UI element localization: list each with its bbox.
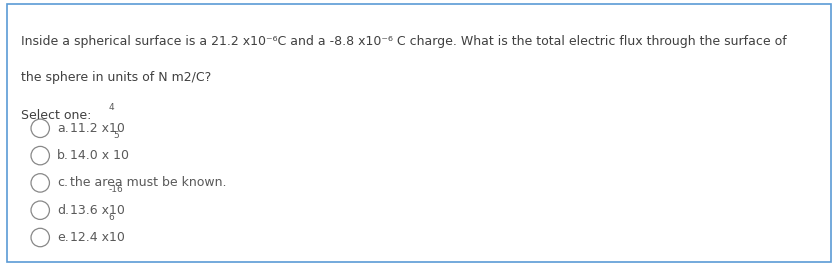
Text: a.: a. (57, 122, 69, 135)
Text: d.: d. (57, 204, 69, 217)
Text: -16: -16 (108, 185, 123, 194)
Text: 13.6 x10: 13.6 x10 (70, 204, 124, 217)
Text: 14.0 x 10: 14.0 x 10 (70, 149, 128, 162)
FancyBboxPatch shape (7, 4, 831, 262)
Text: 11.2 x10: 11.2 x10 (70, 122, 124, 135)
Text: 5: 5 (113, 131, 119, 140)
Text: the area must be known.: the area must be known. (70, 176, 226, 189)
Text: the sphere in units of N m2/C?: the sphere in units of N m2/C? (21, 71, 211, 84)
Text: e.: e. (57, 231, 69, 244)
Text: 6: 6 (108, 213, 114, 221)
Text: c.: c. (57, 176, 68, 189)
Text: 12.4 x10: 12.4 x10 (70, 231, 124, 244)
Text: b.: b. (57, 149, 69, 162)
Text: Inside a spherical surface is a 21.2 x10⁻⁶C and a -8.8 x10⁻⁶ C charge. What is t: Inside a spherical surface is a 21.2 x10… (21, 35, 787, 49)
Text: Select one:: Select one: (21, 109, 91, 122)
Text: 4: 4 (108, 103, 114, 112)
